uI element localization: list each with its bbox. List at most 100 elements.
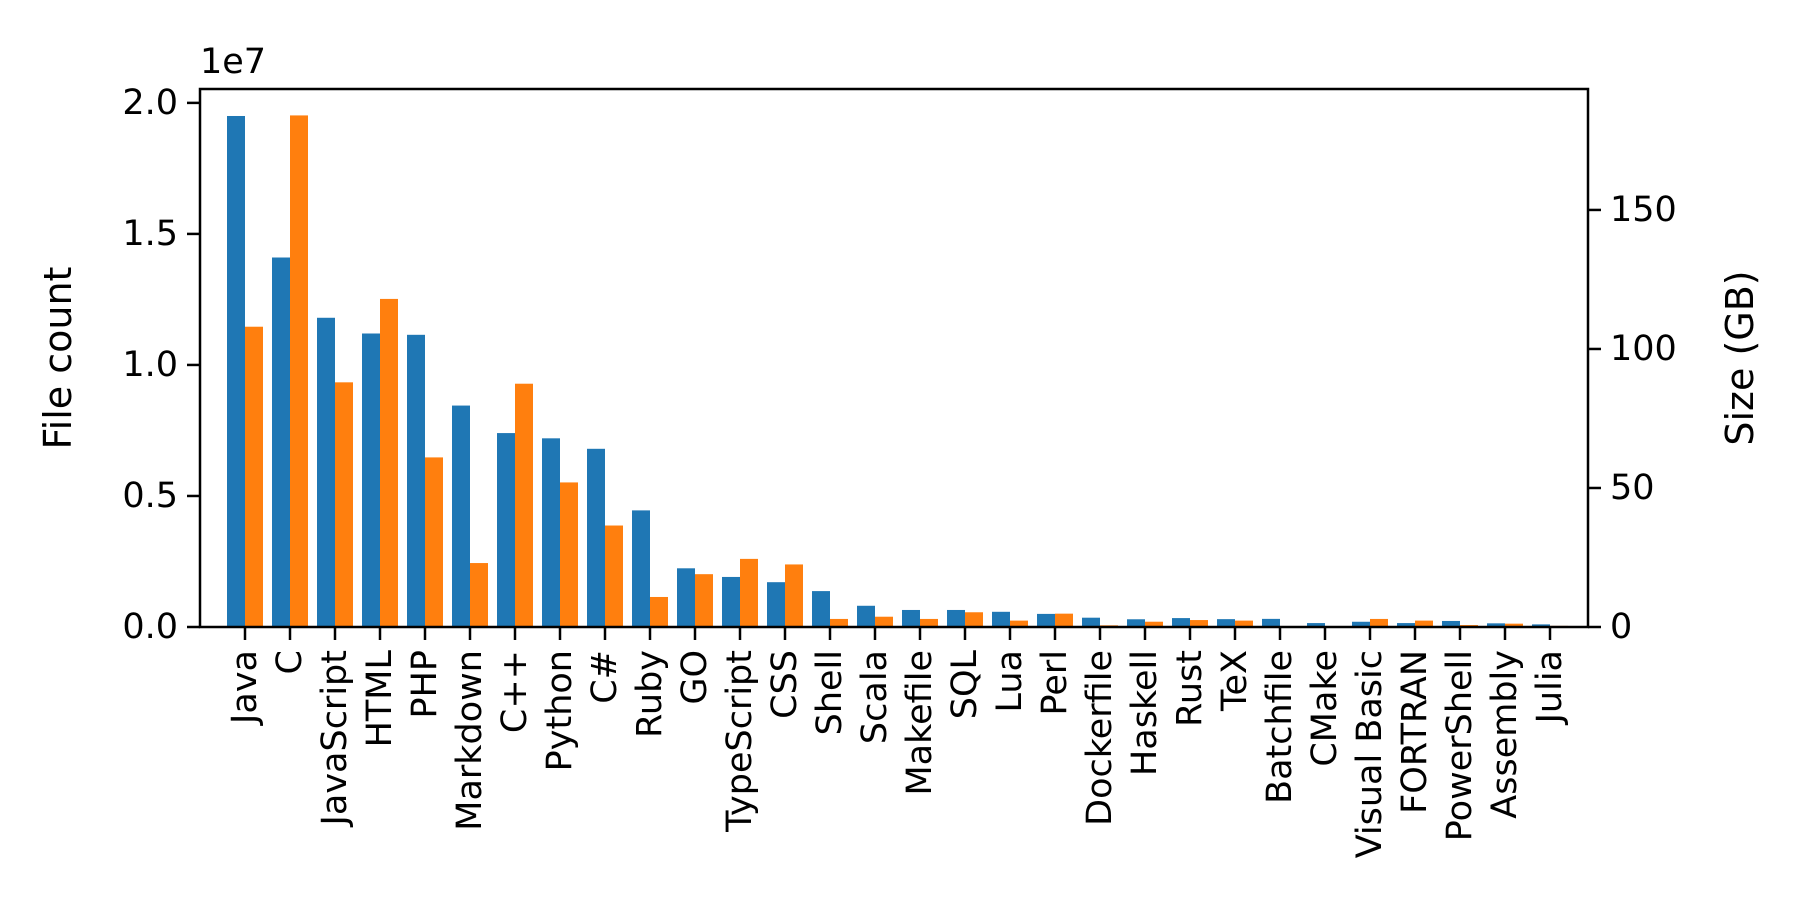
file-count-bar	[1532, 624, 1550, 627]
size-bar	[1505, 623, 1523, 627]
file-count-bar	[632, 510, 650, 627]
file-count-bar	[1442, 620, 1460, 627]
left-tick-label: 1.0	[122, 345, 178, 385]
right-tick-label: 150	[1610, 190, 1677, 230]
size-bar	[920, 618, 938, 627]
file-count-bar	[1307, 623, 1325, 627]
x-tick-label: PHP	[405, 650, 445, 719]
x-tick-label: C	[270, 650, 310, 674]
left-tick-label: 0.5	[122, 476, 178, 516]
x-tick-label: Perl	[1035, 650, 1075, 716]
size-bar	[290, 115, 308, 627]
file-count-bar	[722, 576, 740, 627]
size-bar	[830, 618, 848, 627]
size-bar	[965, 612, 983, 627]
x-tick-label: Julia	[1530, 650, 1570, 725]
file-count-bar	[1217, 619, 1235, 627]
size-bar	[245, 326, 263, 627]
file-count-bar	[677, 568, 695, 627]
size-bar	[1190, 620, 1208, 627]
x-tick-label: Ruby	[630, 650, 670, 738]
size-bar	[1145, 621, 1163, 627]
x-tick-label: GO	[675, 650, 715, 705]
file-count-bar	[452, 405, 470, 627]
x-tick-label: Rust	[1170, 650, 1210, 727]
left-tick-label: 0.0	[122, 607, 178, 647]
file-count-bar	[542, 438, 560, 627]
x-tick-label: HTML	[360, 650, 400, 748]
x-tick-label: Visual Basic	[1350, 650, 1390, 858]
axes-spines	[198, 87, 1590, 629]
size-bar	[695, 574, 713, 627]
file-count-bar	[812, 591, 830, 627]
x-tick-label: FORTRAN	[1395, 650, 1435, 814]
size-bar	[650, 596, 668, 627]
left-axis-title: File count	[36, 267, 80, 450]
x-tick-label: SQL	[945, 650, 985, 720]
right-tick-label: 50	[1610, 468, 1655, 508]
x-tick-label: TeX	[1215, 650, 1255, 712]
x-tick-label: Assembly	[1485, 650, 1525, 819]
x-tick-label: Python	[540, 650, 580, 771]
right-axis-title: Size (GB)	[1718, 270, 1762, 445]
file-count-bar	[947, 609, 965, 627]
file-count-bar	[1487, 623, 1505, 627]
size-bar	[785, 564, 803, 627]
x-tick-label: Java	[225, 650, 265, 726]
size-bar	[1010, 620, 1028, 627]
size-bar	[1415, 620, 1433, 627]
x-tick-label: JavaScript	[315, 650, 355, 827]
left-tick-label: 1.5	[122, 214, 178, 254]
file-count-bar	[1352, 621, 1370, 627]
size-bar	[605, 525, 623, 627]
file-count-bar	[1397, 623, 1415, 627]
x-tick-label: Lua	[990, 650, 1030, 713]
size-bar	[1235, 620, 1253, 627]
file-count-bar	[1262, 618, 1280, 627]
file-count-bar	[407, 334, 425, 627]
file-count-bar	[587, 448, 605, 627]
file-count-bar	[767, 582, 785, 627]
x-tick-label: Makefile	[900, 650, 940, 796]
size-bar	[740, 558, 758, 627]
size-bar	[515, 383, 533, 627]
x-tick-label: Haskell	[1125, 650, 1165, 776]
file-count-bar	[272, 257, 290, 627]
file-count-bar	[1082, 617, 1100, 627]
x-tick-label: C#	[585, 650, 625, 704]
size-bar	[470, 563, 488, 627]
x-tick-label: Markdown	[450, 650, 490, 831]
size-bar	[425, 457, 443, 627]
file-count-bar	[902, 609, 920, 627]
file-count-bar	[992, 611, 1010, 627]
x-tick-label: TypeScript	[720, 650, 760, 833]
x-tick-label: Dockerfile	[1080, 650, 1120, 826]
x-tick-label: CMake	[1305, 650, 1345, 767]
right-tick-label: 100	[1610, 329, 1677, 369]
x-tick-label: Shell	[810, 650, 850, 735]
file-count-bar	[1037, 613, 1055, 627]
left-axis-offset-text: 1e7	[200, 42, 266, 82]
size-bar	[875, 616, 893, 627]
x-tick-label: CSS	[765, 650, 805, 719]
file-count-bar	[857, 605, 875, 627]
file-count-bar	[497, 433, 515, 627]
size-bar	[560, 482, 578, 627]
size-bar	[335, 382, 353, 627]
file-count-bar	[362, 333, 380, 627]
file-count-bar	[1127, 619, 1145, 627]
size-bar	[1370, 618, 1388, 627]
file-count-bar	[317, 317, 335, 627]
size-bar	[1055, 613, 1073, 627]
file-count-bar	[227, 115, 245, 627]
x-tick-label: Batchfile	[1260, 650, 1300, 804]
file-count-bar	[1172, 618, 1190, 627]
x-tick-label: PowerShell	[1440, 650, 1480, 841]
size-bar	[380, 298, 398, 627]
x-tick-label: C++	[495, 650, 535, 733]
x-tick-label: Scala	[855, 650, 895, 744]
left-tick-label: 2.0	[122, 83, 178, 123]
right-tick-label: 0	[1610, 607, 1632, 647]
